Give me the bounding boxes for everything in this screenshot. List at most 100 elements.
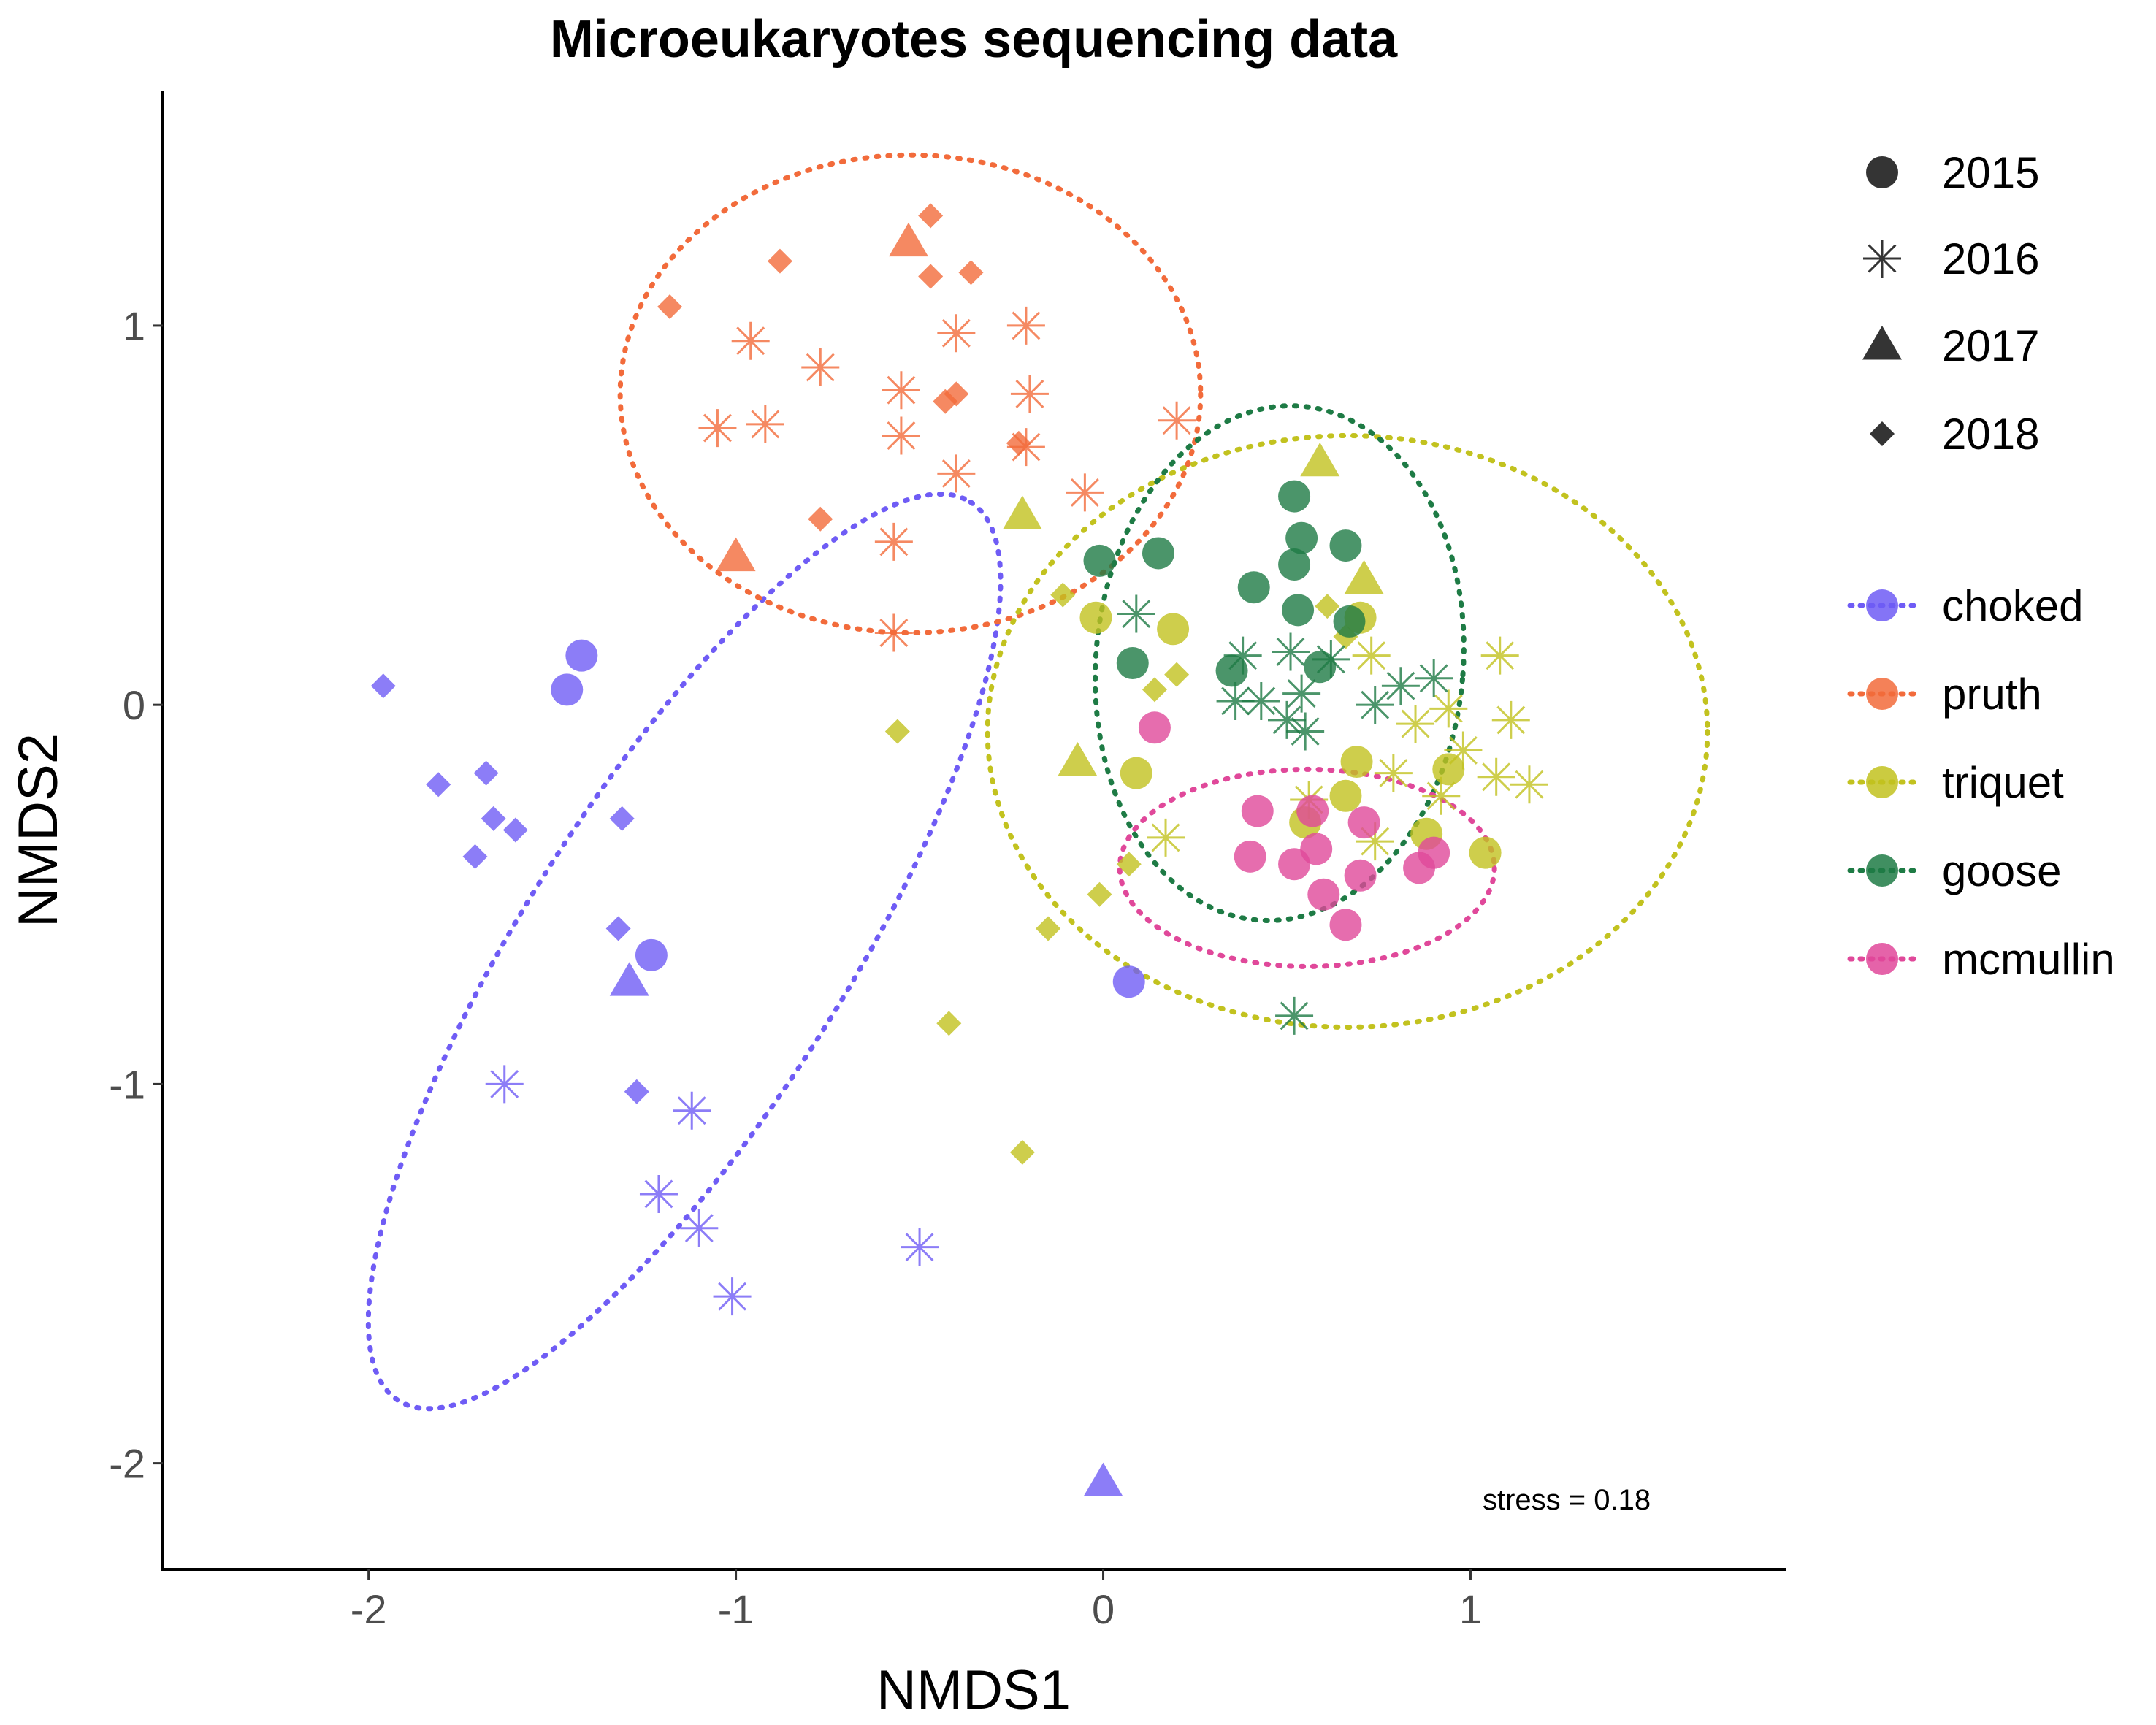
legend-swatch-choked	[1866, 589, 1898, 621]
point-choked-2016	[680, 1209, 719, 1247]
point-mcmullin-2015	[1348, 806, 1380, 839]
legend-swatch-pruth	[1866, 678, 1898, 710]
point-pruth-2016	[731, 321, 770, 360]
point-pruth-2016	[882, 416, 920, 455]
point-triquet-2017	[1344, 559, 1384, 594]
point-pruth-2017	[888, 222, 928, 257]
chart-title: Microeukaryotes sequencing data	[550, 10, 1398, 69]
point-triquet-2016	[1147, 818, 1185, 857]
legend-swatch-goose	[1866, 854, 1898, 887]
stress-annotation: stress = 0.18	[1483, 1484, 1651, 1516]
y-axis-title: NMDS2	[7, 733, 69, 927]
point-triquet-2015	[1340, 746, 1373, 779]
point-triquet-2016	[1510, 765, 1548, 804]
point-choked-2016	[673, 1091, 711, 1130]
point-goose-2016	[1282, 674, 1321, 713]
point-choked-2015	[635, 938, 668, 971]
x-tick-label: -2	[351, 1586, 387, 1632]
point-choked-2017	[609, 962, 649, 996]
point-goose-2016	[1268, 700, 1306, 739]
point-goose-2016	[1242, 681, 1280, 720]
point-choked-2016	[713, 1277, 752, 1316]
point-triquet-2018	[1050, 582, 1076, 608]
point-pruth-2018	[918, 264, 944, 289]
point-mcmullin-2015	[1234, 840, 1266, 873]
y-tick-label: 1	[123, 303, 145, 349]
ellipse-triquet	[985, 433, 1710, 1030]
confidence-ellipses	[365, 152, 1710, 1412]
legend-label-choked: choked	[1942, 581, 2083, 630]
legend-shape-circle	[1866, 156, 1898, 188]
ellipse-goose	[1093, 403, 1467, 923]
point-goose-2015	[1116, 647, 1149, 680]
point-triquet-2016	[1352, 636, 1391, 675]
legend-swatch-mcmullin	[1866, 943, 1898, 975]
point-goose-2016	[1312, 640, 1350, 678]
ellipse-pruth	[617, 152, 1204, 636]
point-mcmullin-2015	[1329, 909, 1362, 941]
point-goose-2015	[1083, 544, 1116, 577]
point-choked-2018	[609, 806, 635, 831]
point-choked-2018	[426, 772, 451, 798]
point-choked-2016	[485, 1065, 524, 1104]
point-goose-2016	[1216, 681, 1255, 720]
point-pruth-2016	[874, 522, 913, 561]
point-triquet-2016	[1491, 700, 1530, 739]
point-triquet-2017	[1002, 495, 1042, 529]
legend-label-triquet: triquet	[1942, 758, 2064, 807]
legend-label-2018: 2018	[1942, 410, 2039, 459]
point-goose-2016	[1223, 636, 1262, 675]
point-pruth-2016	[1158, 401, 1196, 440]
point-choked-2018	[473, 760, 499, 786]
point-choked-2018	[481, 806, 506, 831]
x-axis-ticks: -2 -1 0 1	[351, 1569, 1482, 1632]
point-mcmullin-2015	[1300, 833, 1333, 865]
legend-label-2016: 2016	[1942, 234, 2039, 283]
point-triquet-2018	[1315, 594, 1340, 619]
point-triquet-2016	[1396, 705, 1435, 743]
x-tick-label: -1	[718, 1586, 754, 1632]
x-tick-label: 0	[1092, 1586, 1115, 1632]
data-points	[370, 203, 1548, 1497]
point-triquet-2018	[1009, 1139, 1035, 1165]
legend-shape-triangle	[1862, 326, 1902, 360]
point-choked-2015	[1112, 965, 1145, 998]
point-pruth-2018	[657, 294, 683, 319]
point-pruth-2018	[1006, 430, 1031, 456]
legend-label-mcmullin: mcmullin	[1942, 935, 2115, 984]
point-mcmullin-2015	[1307, 878, 1340, 911]
point-goose-2015	[1278, 548, 1311, 581]
point-triquet-2018	[1116, 852, 1142, 877]
legend-shape-asterisk	[1863, 240, 1901, 278]
point-triquet-2016	[1356, 822, 1394, 861]
legend-label-2017: 2017	[1942, 321, 2039, 370]
point-goose-2015	[1333, 605, 1366, 638]
point-pruth-2018	[918, 203, 944, 229]
y-axis-ticks: -2 -1 0 1	[109, 303, 163, 1487]
point-goose-2016	[1415, 659, 1453, 697]
point-triquet-2015	[1469, 836, 1502, 869]
legend: 2015 2016 2017 2018 choked pruth triquet goose m…	[1847, 148, 2115, 984]
ellipse-choked	[365, 492, 1004, 1412]
point-pruth-2016	[874, 613, 913, 652]
point-goose-2016	[1275, 996, 1314, 1035]
point-goose-2015	[1282, 594, 1315, 627]
x-axis-title: NMDS1	[876, 1659, 1071, 1721]
y-tick-label: -1	[109, 1061, 145, 1107]
point-goose-2016	[1286, 712, 1325, 751]
legend-label-goose: goose	[1942, 846, 2061, 895]
point-mcmullin-2015	[1344, 859, 1377, 892]
point-goose-2016	[1381, 667, 1420, 705]
point-triquet-2017	[1058, 742, 1098, 776]
point-choked-2017	[1083, 1462, 1123, 1497]
point-pruth-2017	[716, 537, 756, 572]
point-goose-2015	[1215, 654, 1248, 687]
point-goose-2016	[1117, 594, 1155, 633]
point-triquet-2015	[1157, 613, 1190, 646]
point-triquet-2016	[1480, 636, 1519, 675]
point-pruth-2016	[1006, 306, 1045, 345]
point-pruth-2016	[882, 371, 920, 410]
point-choked-2018	[370, 673, 396, 699]
point-triquet-2016	[1374, 754, 1413, 792]
y-tick-label: -2	[109, 1441, 145, 1487]
